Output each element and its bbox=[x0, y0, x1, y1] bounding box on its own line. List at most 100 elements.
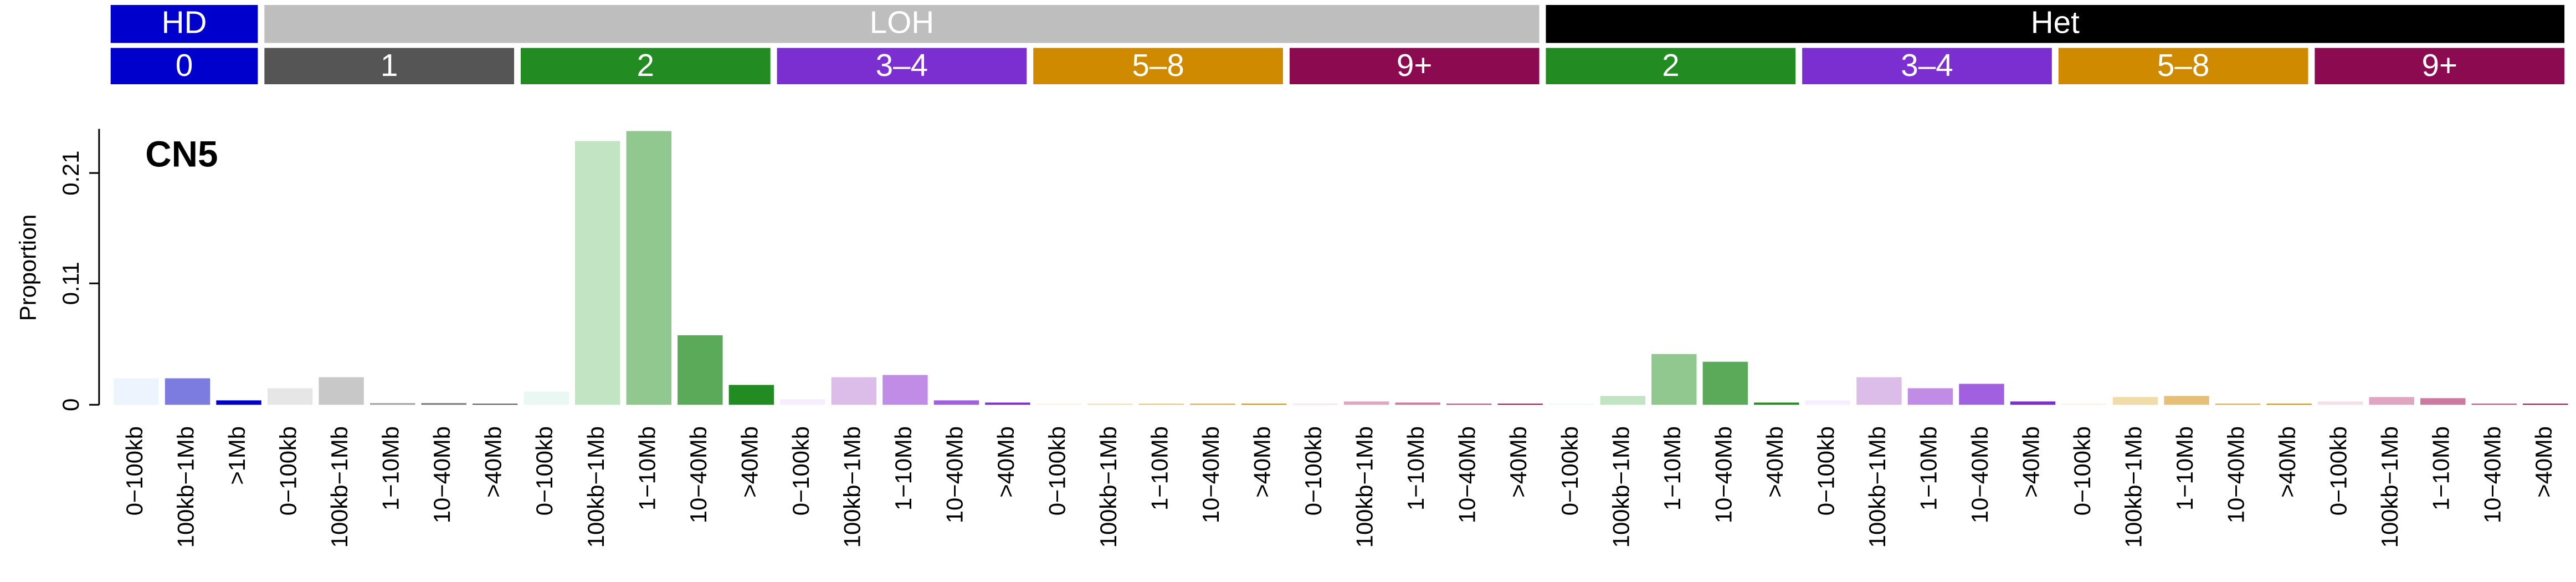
bar bbox=[1036, 404, 1082, 405]
subgroup-label: 5–8 bbox=[2157, 48, 2209, 83]
bar bbox=[1395, 402, 1440, 405]
bar bbox=[2369, 397, 2414, 405]
x-tick-label: 10−40Mb bbox=[2223, 426, 2249, 523]
x-tick-label: 100kb−1Mb bbox=[1864, 426, 1890, 548]
bar bbox=[728, 385, 774, 405]
bar bbox=[1087, 404, 1133, 405]
x-tick-label: 0−100kb bbox=[2326, 426, 2352, 515]
group-label: LOH bbox=[870, 6, 934, 40]
subgroup-box bbox=[2058, 48, 2308, 85]
x-tick-label: >40Mb bbox=[480, 426, 506, 498]
subgroup-box bbox=[1033, 48, 1283, 85]
x-tick-label: 1−10Mb bbox=[2172, 426, 2198, 510]
chart-title: CN5 bbox=[145, 134, 218, 174]
bar bbox=[780, 399, 825, 405]
bar bbox=[831, 377, 877, 405]
bar bbox=[1805, 400, 1851, 405]
x-tick-label: 100kb−1Mb bbox=[2377, 426, 2403, 548]
group-label: Het bbox=[2031, 6, 2080, 40]
bar bbox=[1497, 404, 1543, 405]
group-box bbox=[110, 4, 258, 43]
group-box bbox=[264, 4, 1540, 43]
x-tick-label: 1−10Mb bbox=[1659, 426, 1685, 510]
x-tick-label: 10−40Mb bbox=[1198, 426, 1224, 523]
subgroup-box bbox=[520, 48, 771, 85]
x-tick-label: 0−100kb bbox=[275, 426, 301, 515]
subgroup-label: 3–4 bbox=[876, 48, 928, 83]
x-tick-label: 100kb−1Mb bbox=[1608, 426, 1634, 548]
bar bbox=[2420, 398, 2466, 405]
bar bbox=[114, 378, 159, 405]
x-tick-label: 100kb−1Mb bbox=[2121, 426, 2147, 548]
group-box bbox=[1546, 4, 2565, 43]
bar bbox=[2523, 404, 2568, 405]
x-tick-label: 0−100kb bbox=[121, 426, 147, 515]
bar bbox=[1754, 402, 1799, 405]
subgroup-box bbox=[777, 48, 1027, 85]
x-tick-label: 10−40Mb bbox=[941, 426, 967, 523]
subgroup-label: 5–8 bbox=[1132, 48, 1184, 83]
bar bbox=[1292, 404, 1338, 405]
bar bbox=[575, 141, 620, 405]
bar bbox=[2317, 401, 2363, 405]
x-tick-label: 100kb−1Mb bbox=[839, 426, 865, 548]
x-tick-label: 10−40Mb bbox=[1710, 426, 1736, 523]
bar bbox=[1241, 404, 1287, 405]
x-tick-label: 10−40Mb bbox=[1967, 426, 1993, 523]
x-tick-label: 1−10Mb bbox=[2428, 426, 2454, 510]
x-tick-label: >40Mb bbox=[736, 426, 762, 498]
x-tick-label: 1−10Mb bbox=[1915, 426, 1941, 510]
bar bbox=[985, 402, 1030, 405]
bar bbox=[1702, 361, 1748, 405]
x-tick-label: >40Mb bbox=[1249, 426, 1275, 498]
y-tick-label: 0.11 bbox=[58, 262, 84, 305]
x-tick-label: 0−100kb bbox=[1044, 426, 1070, 515]
bar bbox=[2164, 396, 2209, 405]
x-tick-label: 10−40Mb bbox=[1454, 426, 1480, 523]
x-tick-label: >40Mb bbox=[1505, 426, 1531, 498]
bar bbox=[216, 400, 261, 405]
x-tick-label: >40Mb bbox=[993, 426, 1019, 498]
x-tick-label: >1Mb bbox=[224, 426, 250, 485]
subgroup-label: 9+ bbox=[1397, 48, 1433, 83]
x-tick-label: 10−40Mb bbox=[2479, 426, 2505, 523]
bar bbox=[1446, 404, 1492, 405]
bar bbox=[1343, 401, 1389, 405]
x-tick-label: 0−100kb bbox=[531, 426, 557, 515]
bar bbox=[165, 378, 211, 405]
bar bbox=[933, 400, 979, 405]
group-label: HD bbox=[162, 6, 207, 40]
x-tick-label: 0−100kb bbox=[1813, 426, 1839, 515]
bar bbox=[678, 335, 723, 405]
x-tick-label: 100kb−1Mb bbox=[173, 426, 199, 548]
bar bbox=[2112, 397, 2158, 405]
y-tick-label: 0 bbox=[58, 399, 84, 411]
bar bbox=[2266, 404, 2312, 405]
x-tick-label: >40Mb bbox=[2531, 426, 2557, 498]
subgroup-label: 9+ bbox=[2421, 48, 2457, 83]
bar bbox=[421, 403, 466, 405]
subgroup-box bbox=[2315, 48, 2565, 85]
subgroup-box bbox=[1802, 48, 2052, 85]
bar bbox=[882, 375, 928, 405]
bar bbox=[267, 388, 313, 405]
x-tick-label: 100kb−1Mb bbox=[326, 426, 352, 548]
bar bbox=[1549, 404, 1594, 405]
x-tick-label: 1−10Mb bbox=[890, 426, 916, 510]
x-tick-label: 0−100kb bbox=[788, 426, 814, 515]
x-tick-label: 10−40Mb bbox=[685, 426, 711, 523]
bar bbox=[2471, 404, 2517, 405]
y-tick-label: 0.21 bbox=[58, 151, 84, 196]
bar bbox=[2010, 401, 2056, 405]
x-tick-label: 1−10Mb bbox=[634, 426, 660, 510]
bar bbox=[319, 377, 364, 405]
bar bbox=[1600, 396, 1645, 405]
subgroup-label: 3–4 bbox=[1901, 48, 1953, 83]
x-tick-label: 1−10Mb bbox=[1403, 426, 1429, 510]
subgroup-box bbox=[1546, 48, 1796, 85]
bar bbox=[524, 391, 569, 405]
x-tick-label: >40Mb bbox=[2274, 426, 2300, 498]
bar bbox=[1907, 388, 1953, 405]
